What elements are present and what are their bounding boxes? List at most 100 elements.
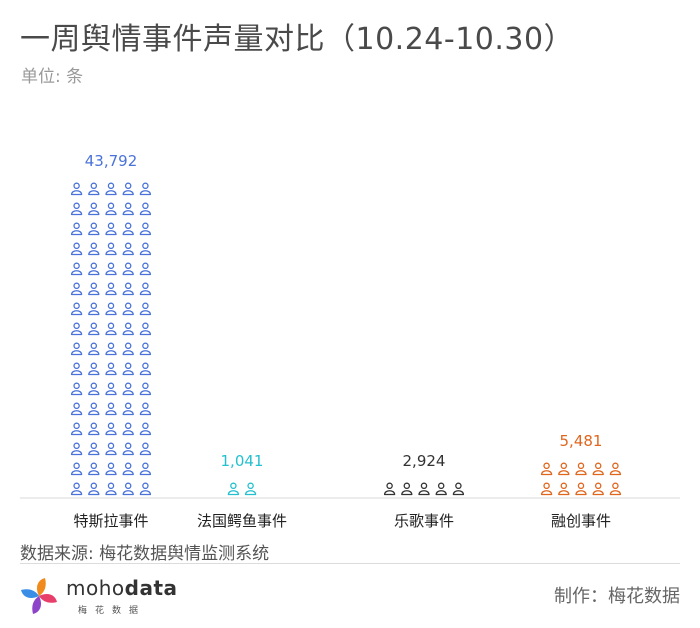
person-icon [139, 302, 152, 316]
person-icon [122, 422, 134, 436]
person-icon [70, 262, 83, 276]
person-icon [105, 302, 117, 316]
person-icon [88, 242, 100, 256]
category-label: 特斯拉事件 [73, 512, 148, 530]
person-icon [70, 282, 83, 296]
person-icon [105, 382, 117, 396]
person-icon [105, 402, 117, 416]
person-icon [139, 422, 152, 436]
person-icon [609, 482, 622, 496]
person-icon [592, 482, 604, 496]
bar-2 [227, 482, 257, 496]
person-icon [122, 222, 134, 236]
data-label: 43,792 [85, 152, 138, 170]
data-label: 1,041 [221, 452, 264, 470]
person-icon [122, 402, 134, 416]
person-icon [122, 302, 134, 316]
person-icon [122, 362, 134, 376]
person-icon [139, 322, 152, 336]
person-icon [105, 182, 117, 196]
person-icon [105, 342, 117, 356]
person-icon [122, 462, 134, 476]
person-icon [70, 462, 83, 476]
person-icon [105, 222, 117, 236]
person-icon [88, 202, 100, 216]
person-icon [592, 462, 604, 476]
person-icon [70, 482, 83, 496]
person-icon [88, 382, 100, 396]
person-icon [139, 342, 152, 356]
person-icon [70, 242, 83, 256]
person-icon [105, 242, 117, 256]
person-icon [227, 482, 240, 496]
person-icon [88, 262, 100, 276]
person-icon [105, 282, 117, 296]
person-icon [139, 222, 152, 236]
data-label: 5,481 [560, 432, 603, 450]
bar-4 [540, 462, 622, 496]
person-icon [88, 302, 100, 316]
person-icon [139, 442, 152, 456]
person-icon [70, 402, 83, 416]
logo-wordmark: mohodata [66, 576, 178, 600]
mohodata-logo: mohodata 梅花数据 [20, 576, 177, 620]
person-icon [122, 482, 134, 496]
person-icon [540, 482, 553, 496]
person-icon [70, 342, 83, 356]
person-icon [70, 422, 83, 436]
person-icon [139, 402, 152, 416]
person-icon [609, 462, 622, 476]
person-icon [558, 482, 570, 496]
person-icon [122, 442, 134, 456]
footer-divider [20, 563, 680, 564]
person-icon [383, 482, 396, 496]
unit-label: 单位: 条 [21, 67, 84, 87]
bar-1 [70, 182, 152, 496]
person-icon [88, 422, 100, 436]
person-icon [105, 482, 117, 496]
pinwheel-logo-icon [21, 578, 57, 614]
person-icon [70, 362, 83, 376]
person-icon [105, 202, 117, 216]
person-icon [244, 482, 257, 496]
data-source: 数据来源: 梅花数据舆情监测系统 [20, 544, 270, 564]
person-icon [575, 482, 587, 496]
person-icon [122, 342, 134, 356]
person-icon [88, 222, 100, 236]
person-icon [418, 482, 430, 496]
person-icon [88, 322, 100, 336]
credit-text: 制作：梅花数据 [554, 586, 680, 607]
category-label: 融创事件 [551, 512, 611, 530]
person-icon [122, 182, 134, 196]
logo-subtitle: 梅花数据 [78, 606, 147, 616]
person-icon [122, 382, 134, 396]
person-icon [122, 322, 134, 336]
person-icon [105, 362, 117, 376]
person-icon [70, 382, 83, 396]
person-icon [139, 182, 152, 196]
bar-3 [383, 482, 465, 496]
person-icon [70, 182, 83, 196]
person-icon [139, 202, 152, 216]
person-icon [122, 282, 134, 296]
person-icon [139, 382, 152, 396]
person-icon [105, 322, 117, 336]
person-icon [88, 182, 100, 196]
person-icon [139, 462, 152, 476]
person-icon [452, 482, 465, 496]
pictogram-chart: 43,792 特斯拉事件 1,041 法国鳄鱼事件 2,924 乐歌事件 5,481 融创事件 [20, 152, 680, 530]
person-icon [70, 222, 83, 236]
person-icon [105, 422, 117, 436]
person-icon [139, 262, 152, 276]
person-icon [139, 282, 152, 296]
person-icon [139, 242, 152, 256]
person-icon [139, 482, 152, 496]
person-icon [88, 442, 100, 456]
person-icon [88, 462, 100, 476]
person-icon [70, 202, 83, 216]
person-icon [70, 302, 83, 316]
person-icon [105, 442, 117, 456]
person-icon [88, 362, 100, 376]
person-icon [70, 442, 83, 456]
person-icon [540, 462, 553, 476]
